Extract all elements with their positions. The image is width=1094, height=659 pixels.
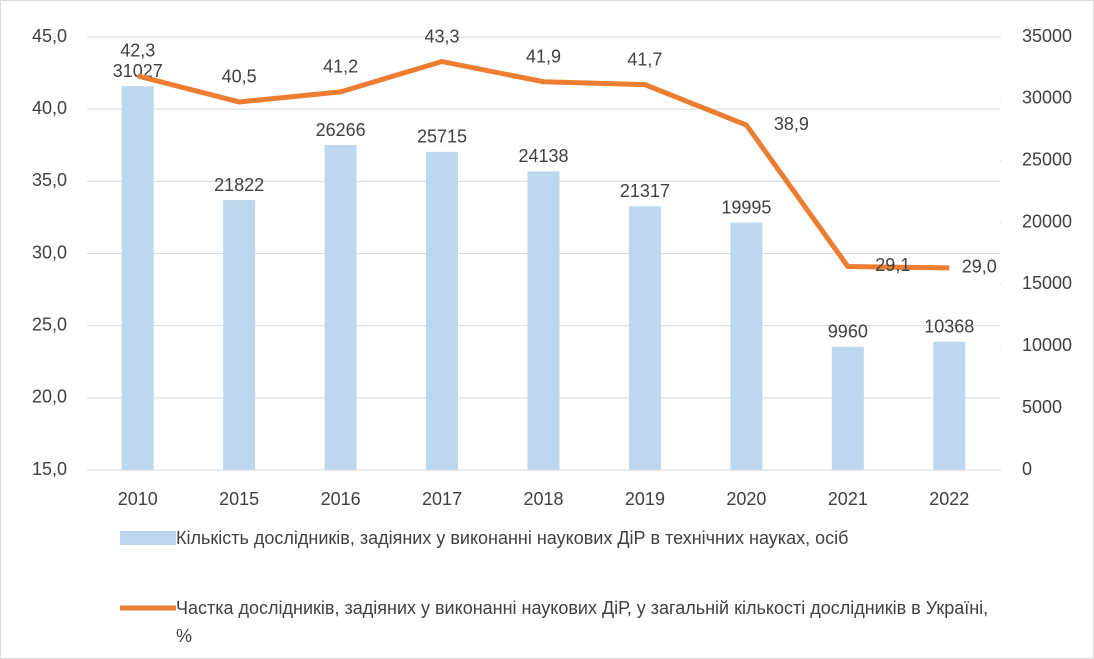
y-tick-label: 45,0 bbox=[32, 26, 67, 46]
y2-tick-label: 15000 bbox=[1022, 273, 1072, 293]
line-value-label: 29,1 bbox=[875, 255, 910, 275]
line bbox=[137, 59, 950, 271]
legend-label: Частка дослідників, задіяних у виконанні… bbox=[176, 598, 989, 646]
x-tick-label: 2017 bbox=[422, 489, 462, 509]
y2-tick-label: 25000 bbox=[1022, 149, 1072, 169]
y-tick-label: 15,0 bbox=[32, 459, 67, 479]
y-tick-label: 30,0 bbox=[32, 242, 67, 262]
legend-label: Кількість дослідників, задіяних у викона… bbox=[176, 528, 849, 548]
bar-value-label: 24138 bbox=[518, 146, 568, 166]
bar-value-label: 19995 bbox=[721, 197, 771, 217]
line-value-label: 41,9 bbox=[526, 46, 561, 66]
line-value-label: 40,5 bbox=[222, 67, 257, 87]
bar bbox=[730, 222, 763, 470]
bar-value-label: 21822 bbox=[214, 175, 264, 195]
line-value-label: 29,0 bbox=[962, 257, 997, 277]
line-value-label: 41,7 bbox=[627, 49, 662, 69]
y-tick-label: 25,0 bbox=[32, 314, 67, 334]
x-tick-label: 2021 bbox=[828, 489, 868, 509]
x-tick-label: 2010 bbox=[118, 489, 158, 509]
bar bbox=[527, 171, 560, 470]
bar-value-label: 21317 bbox=[620, 181, 670, 201]
bar bbox=[628, 206, 661, 470]
bar-value-label: 31027 bbox=[113, 61, 163, 81]
y2-tick-label: 10000 bbox=[1022, 335, 1072, 355]
bar-value-label: 26266 bbox=[316, 120, 366, 140]
x-tick-label: 2022 bbox=[929, 489, 969, 509]
line-value-label: 41,2 bbox=[323, 57, 358, 77]
line-value-label: 42,3 bbox=[120, 41, 155, 61]
bar-value-label: 25715 bbox=[417, 127, 467, 147]
x-tick-label: 2016 bbox=[321, 489, 361, 509]
legend-swatch bbox=[120, 531, 176, 545]
bar-value-label: 9960 bbox=[828, 322, 868, 342]
y2-tick-label: 35000 bbox=[1022, 26, 1072, 46]
bar bbox=[324, 145, 357, 470]
bar bbox=[223, 200, 256, 470]
y-tick-label: 40,0 bbox=[32, 98, 67, 118]
y2-tick-label: 20000 bbox=[1022, 211, 1072, 231]
x-tick-label: 2019 bbox=[625, 489, 665, 509]
x-tick-label: 2020 bbox=[726, 489, 766, 509]
bar bbox=[933, 341, 966, 470]
y2-tick-label: 0 bbox=[1022, 459, 1032, 479]
y2-tick-label: 5000 bbox=[1022, 397, 1062, 417]
y-tick-label: 35,0 bbox=[32, 170, 67, 190]
line-value-label: 38,9 bbox=[774, 114, 809, 134]
line-value-label: 43,3 bbox=[425, 26, 460, 46]
bar bbox=[831, 346, 864, 470]
bar bbox=[121, 86, 154, 471]
y-tick-label: 20,0 bbox=[32, 387, 67, 407]
bar bbox=[426, 151, 459, 470]
y2-tick-label: 30000 bbox=[1022, 88, 1072, 108]
x-tick-label: 2018 bbox=[523, 489, 563, 509]
x-tick-label: 2015 bbox=[219, 489, 259, 509]
bar-value-label: 10368 bbox=[924, 316, 974, 336]
